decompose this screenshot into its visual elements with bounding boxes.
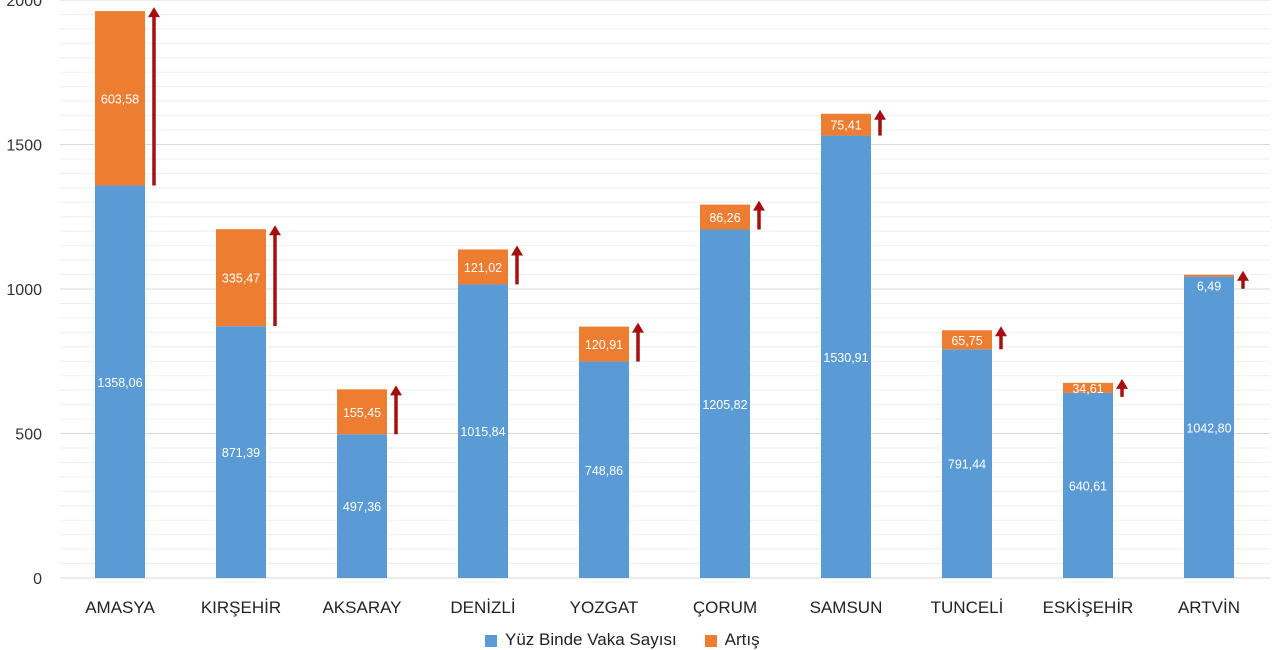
x-tick-label: KIRŞEHİR	[201, 598, 281, 617]
y-tick-label: 1500	[6, 138, 42, 155]
data-label-cases: 748,86	[585, 464, 623, 478]
data-label-increase: 86,26	[709, 211, 740, 225]
increase-arrow-icon	[511, 245, 523, 256]
bar-increase	[337, 389, 387, 435]
bar-increase	[1063, 382, 1113, 393]
data-label-cases: 1530,91	[823, 351, 868, 365]
data-label-increase: 603,58	[101, 92, 139, 106]
y-tick-label: 1000	[6, 282, 42, 299]
data-label-increase: 6,49	[1197, 280, 1221, 294]
x-tick-label: DENİZLİ	[450, 598, 515, 617]
data-label-increase: 155,45	[343, 406, 381, 420]
data-label-increase: 34,61	[1072, 382, 1103, 396]
bar-cases	[942, 349, 992, 578]
increase-arrow-icon	[1116, 378, 1128, 389]
increase-arrow-icon	[632, 322, 644, 333]
bar-increase	[700, 204, 750, 230]
bar-increase	[458, 249, 508, 285]
data-label-cases: 1015,84	[460, 425, 505, 439]
x-tick-label: ÇORUM	[693, 598, 757, 617]
data-label-cases: 871,39	[222, 446, 260, 460]
bar-increase	[579, 326, 629, 362]
legend-item-cases: Yüz Binde Vaka Sayısı	[485, 630, 677, 650]
data-label-increase: 121,02	[464, 261, 502, 275]
bar-cases	[1063, 392, 1113, 578]
increase-arrow-icon	[995, 326, 1007, 337]
legend-swatch-orange	[704, 634, 717, 647]
data-label-cases: 1042,80	[1186, 421, 1231, 435]
bar-cases	[95, 185, 145, 578]
legend-item-increase: Artış	[704, 630, 760, 650]
x-tick-label: AKSARAY	[322, 598, 401, 617]
data-label-cases: 791,44	[948, 458, 986, 472]
data-label-cases: 640,61	[1069, 479, 1107, 493]
data-label-cases: 497,36	[343, 500, 381, 514]
increase-arrow-icon	[269, 225, 281, 236]
data-label-increase: 65,75	[951, 334, 982, 348]
data-label-increase: 335,47	[222, 272, 260, 286]
x-tick-label: YOZGAT	[570, 598, 639, 617]
bar-cases	[337, 434, 387, 578]
increase-arrow-icon	[148, 7, 160, 18]
bar-cases	[700, 229, 750, 579]
increase-arrow-icon	[753, 200, 765, 211]
data-label-increase: 120,91	[585, 338, 623, 352]
bar-cases	[1184, 276, 1234, 578]
bar-cases	[579, 361, 629, 578]
bar-increase	[942, 330, 992, 350]
bar-cases	[216, 326, 266, 578]
bar-increase	[216, 229, 266, 327]
increase-arrow-icon	[390, 385, 402, 396]
data-label-cases: 1205,82	[702, 398, 747, 412]
x-tick-label: AMASYA	[85, 598, 155, 617]
x-tick-label: SAMSUN	[810, 598, 883, 617]
data-label-cases: 1358,06	[97, 376, 142, 390]
increase-arrow-icon	[874, 109, 886, 120]
y-tick-label: 0	[33, 571, 42, 588]
x-tick-label: TUNCELİ	[931, 598, 1004, 617]
increase-arrow-icon	[1237, 270, 1249, 281]
bar-increase	[95, 11, 145, 186]
legend: Yüz Binde Vaka Sayısı Artış	[485, 630, 760, 650]
bar-increase	[821, 113, 871, 136]
bar-increase	[1184, 274, 1234, 277]
x-tick-label: ARTVİN	[1178, 598, 1240, 617]
bar-cases	[458, 284, 508, 578]
data-label-increase: 75,41	[830, 119, 861, 133]
y-tick-label: 2000	[6, 0, 42, 10]
legend-swatch-blue	[485, 634, 497, 647]
y-tick-label: 500	[15, 427, 42, 444]
x-tick-label: ESKİŞEHİR	[1043, 598, 1134, 617]
bar-cases	[821, 135, 871, 578]
